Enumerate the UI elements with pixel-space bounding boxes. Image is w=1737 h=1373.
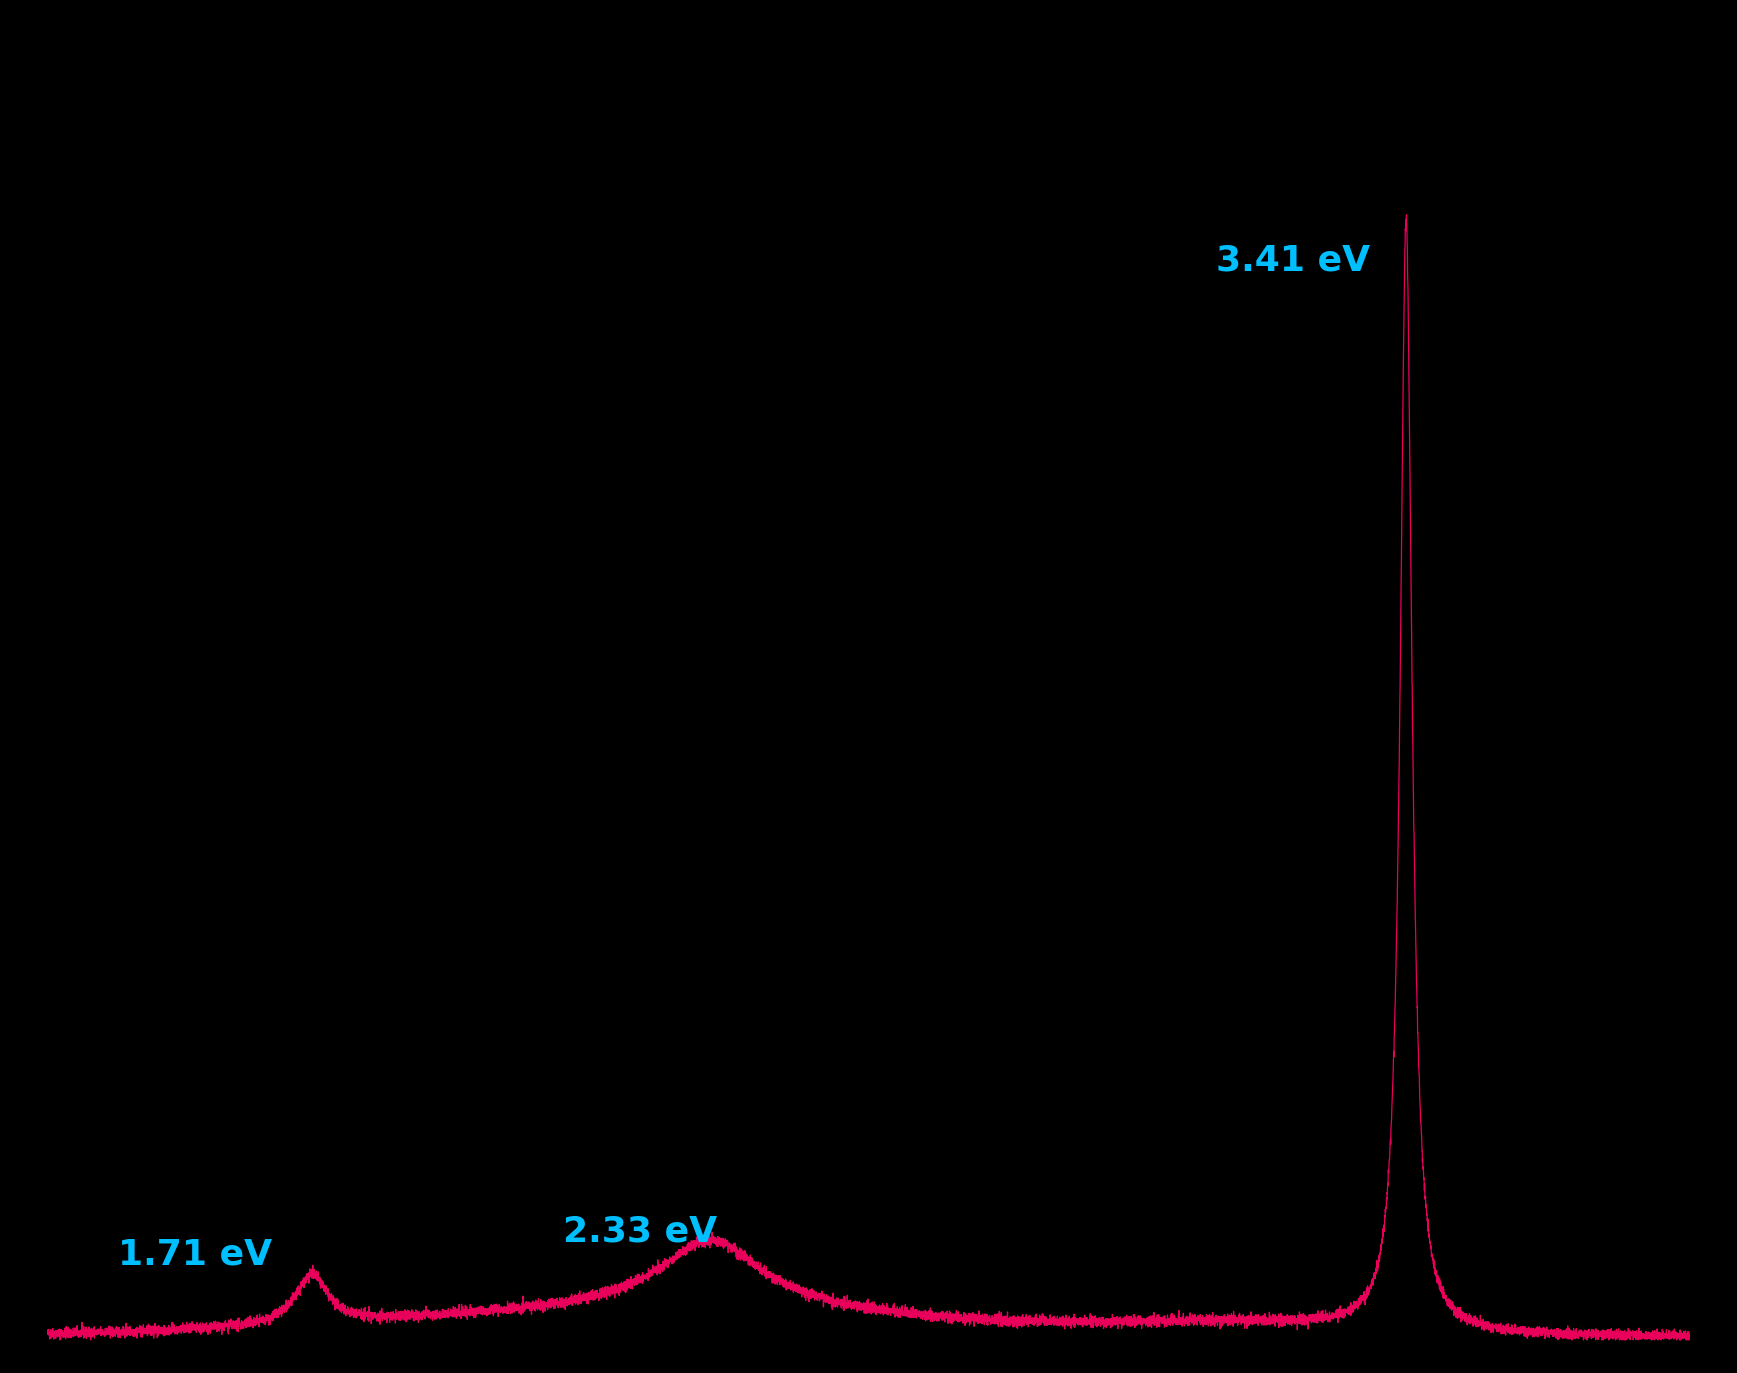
Text: 1.71 eV: 1.71 eV	[118, 1237, 273, 1271]
Text: 3.41 eV: 3.41 eV	[1216, 244, 1370, 277]
Text: 2.33 eV: 2.33 eV	[563, 1215, 717, 1249]
